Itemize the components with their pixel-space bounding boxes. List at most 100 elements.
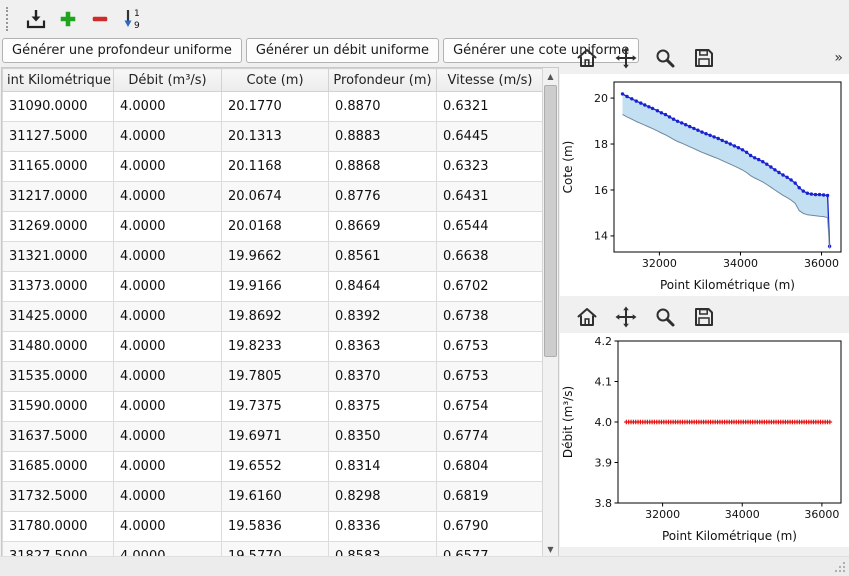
table-row[interactable]: 31269.0000 4.0000 20.0168 0.8669 0.6544 <box>2 211 544 242</box>
table-cell[interactable]: 0.6323 <box>436 151 544 182</box>
generate-uniform-level-button[interactable]: Générer une cote uniforme <box>443 38 640 63</box>
table-cell[interactable]: 19.6552 <box>221 451 329 482</box>
table-cell[interactable]: 4.0000 <box>113 241 222 272</box>
cote-chart-canvas[interactable]: 32000 34000 36000 14 16 18 20 Point Kilométriqu… <box>560 74 849 296</box>
table-row[interactable]: 31732.5000 4.0000 19.6160 0.8298 0.6819 <box>2 481 544 512</box>
table-cell[interactable]: 19.9662 <box>221 241 329 272</box>
table-cell[interactable]: 0.8561 <box>328 241 437 272</box>
table-cell[interactable]: 31480.0000 <box>2 331 114 362</box>
table-cell[interactable]: 0.6774 <box>436 421 544 452</box>
toolbar-overflow-chevron[interactable]: » <box>834 50 843 66</box>
table-row[interactable]: 31165.0000 4.0000 20.1168 0.8868 0.6323 <box>2 151 544 182</box>
table-cell[interactable]: 31269.0000 <box>2 211 114 242</box>
table-cell[interactable]: 0.6445 <box>436 121 544 152</box>
zoom-button[interactable] <box>652 45 678 71</box>
table-cell[interactable]: 0.6738 <box>436 301 544 332</box>
table-cell[interactable]: 4.0000 <box>113 151 222 182</box>
table-cell[interactable]: 0.8868 <box>328 151 437 182</box>
table-cell[interactable]: 4.0000 <box>113 541 222 556</box>
table-row[interactable]: 31127.5000 4.0000 20.1313 0.8883 0.6445 <box>2 121 544 152</box>
column-header-debit[interactable]: Débit (m³/s) <box>113 68 222 92</box>
pan-button[interactable] <box>613 304 639 330</box>
remove-row-button[interactable] <box>85 4 115 34</box>
table-cell[interactable]: 4.0000 <box>113 511 222 542</box>
table-cell[interactable]: 31217.0000 <box>2 181 114 212</box>
table-row[interactable]: 31590.0000 4.0000 19.7375 0.8375 0.6754 <box>2 391 544 422</box>
table-cell[interactable]: 31373.0000 <box>2 271 114 302</box>
save-figure-button[interactable] <box>691 304 717 330</box>
table-cell[interactable]: 19.7375 <box>221 391 329 422</box>
table-cell[interactable]: 19.9166 <box>221 271 329 302</box>
table-cell[interactable]: 0.6638 <box>436 241 544 272</box>
table-cell[interactable]: 0.6790 <box>436 511 544 542</box>
table-cell[interactable]: 0.8375 <box>328 391 437 422</box>
table-cell[interactable]: 0.8669 <box>328 211 437 242</box>
table-cell[interactable]: 4.0000 <box>113 451 222 482</box>
home-view-button[interactable] <box>574 45 600 71</box>
add-row-button[interactable] <box>53 4 83 34</box>
table-cell[interactable]: 0.8464 <box>328 271 437 302</box>
toolbar-drag-handle[interactable] <box>6 6 12 31</box>
table-cell[interactable]: 0.8370 <box>328 361 437 392</box>
column-header-point-kilometrique[interactable]: int Kilométrique ( <box>2 68 114 92</box>
table-cell[interactable]: 0.6321 <box>436 91 544 122</box>
table-cell[interactable]: 0.6819 <box>436 481 544 512</box>
zoom-button[interactable] <box>652 304 678 330</box>
table-cell[interactable]: 0.6804 <box>436 451 544 482</box>
table-cell[interactable]: 0.8392 <box>328 301 437 332</box>
table-cell[interactable]: 31165.0000 <box>2 151 114 182</box>
table-cell[interactable]: 4.0000 <box>113 421 222 452</box>
table-cell[interactable]: 19.6160 <box>221 481 329 512</box>
table-cell[interactable]: 31090.0000 <box>2 91 114 122</box>
scrollbar-thumb[interactable] <box>544 85 557 357</box>
table-cell[interactable]: 0.6753 <box>436 331 544 362</box>
table-cell[interactable]: 0.8314 <box>328 451 437 482</box>
table-cell[interactable]: 0.6544 <box>436 211 544 242</box>
table-cell[interactable]: 19.8233 <box>221 331 329 362</box>
column-header-profondeur[interactable]: Profondeur (m) <box>328 68 437 92</box>
save-figure-button[interactable] <box>691 45 717 71</box>
table-row[interactable]: 31780.0000 4.0000 19.5836 0.8336 0.6790 <box>2 511 544 542</box>
table-cell[interactable]: 4.0000 <box>113 391 222 422</box>
generate-uniform-depth-button[interactable]: Générer une profondeur uniforme <box>2 38 242 63</box>
resize-grip-icon[interactable] <box>834 561 846 573</box>
table-cell[interactable]: 31827.5000 <box>2 541 114 556</box>
table-cell[interactable]: 0.6577 <box>436 541 544 556</box>
table-cell[interactable]: 0.8298 <box>328 481 437 512</box>
table-row[interactable]: 31373.0000 4.0000 19.9166 0.8464 0.6702 <box>2 271 544 302</box>
table-vertical-scrollbar[interactable]: ▲ ▼ <box>542 68 558 556</box>
table-cell[interactable]: 0.6753 <box>436 361 544 392</box>
table-cell[interactable]: 0.8776 <box>328 181 437 212</box>
table-row[interactable]: 31637.5000 4.0000 19.6971 0.8350 0.6774 <box>2 421 544 452</box>
table-cell[interactable]: 4.0000 <box>113 181 222 212</box>
table-cell[interactable]: 0.8336 <box>328 511 437 542</box>
table-cell[interactable]: 19.5836 <box>221 511 329 542</box>
sort-button[interactable]: 1 9 <box>117 4 147 34</box>
table-cell[interactable]: 4.0000 <box>113 91 222 122</box>
table-cell[interactable]: 0.8883 <box>328 121 437 152</box>
table-cell[interactable]: 31732.5000 <box>2 481 114 512</box>
table-cell[interactable]: 4.0000 <box>113 331 222 362</box>
table-cell[interactable]: 31590.0000 <box>2 391 114 422</box>
table-cell[interactable]: 4.0000 <box>113 121 222 152</box>
table-cell[interactable]: 0.6702 <box>436 271 544 302</box>
table-cell[interactable]: 31127.5000 <box>2 121 114 152</box>
table-cell[interactable]: 0.6754 <box>436 391 544 422</box>
table-cell[interactable]: 4.0000 <box>113 211 222 242</box>
table-cell[interactable]: 4.0000 <box>113 361 222 392</box>
table-cell[interactable]: 0.8583 <box>328 541 437 556</box>
scrollbar-up-arrow-icon[interactable]: ▲ <box>547 71 554 81</box>
table-cell[interactable]: 31321.0000 <box>2 241 114 272</box>
column-header-vitesse[interactable]: Vitesse (m/s) <box>436 68 544 92</box>
table-cell[interactable]: 19.7805 <box>221 361 329 392</box>
table-cell[interactable]: 31535.0000 <box>2 361 114 392</box>
column-header-cote[interactable]: Cote (m) <box>221 68 329 92</box>
import-button[interactable] <box>21 4 51 34</box>
table-cell[interactable]: 0.8350 <box>328 421 437 452</box>
table-row[interactable]: 31480.0000 4.0000 19.8233 0.8363 0.6753 <box>2 331 544 362</box>
table-cell[interactable]: 4.0000 <box>113 481 222 512</box>
table-cell[interactable]: 20.1313 <box>221 121 329 152</box>
table-cell[interactable]: 31425.0000 <box>2 301 114 332</box>
generate-uniform-flow-button[interactable]: Générer un débit uniforme <box>245 38 440 63</box>
